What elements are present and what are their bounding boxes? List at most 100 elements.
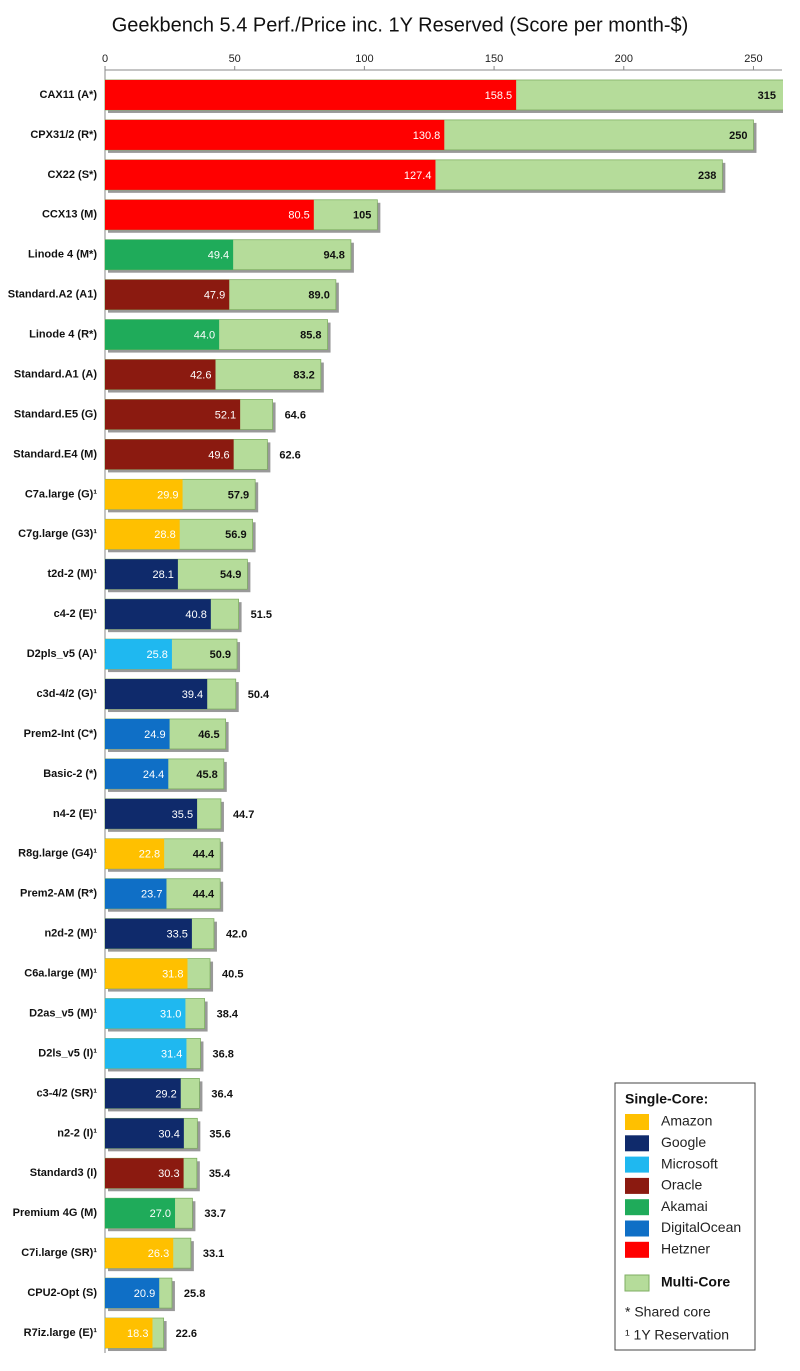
multi-core-label: 38.4 xyxy=(217,1008,239,1020)
single-core-label: 31.8 xyxy=(162,969,183,981)
single-core-label: 31.0 xyxy=(160,1008,181,1020)
single-core-label: 127.4 xyxy=(404,170,432,182)
multi-core-label: 33.1 xyxy=(203,1248,224,1260)
single-core-label: 31.4 xyxy=(161,1048,182,1060)
legend-swatch xyxy=(625,1114,649,1130)
legend-swatch xyxy=(625,1199,649,1216)
category-label: Standard3 (I) xyxy=(30,1167,98,1179)
single-core-bar xyxy=(105,838,165,869)
single-core-bar xyxy=(105,798,198,829)
single-core-label: 40.8 xyxy=(185,609,206,621)
category-label: C7g.large (G3)¹ xyxy=(18,528,97,540)
category-label: CX22 (S*) xyxy=(47,169,97,181)
category-label: C6a.large (M)¹ xyxy=(24,968,97,980)
multi-core-label: 40.5 xyxy=(222,969,243,981)
single-core-label: 49.6 xyxy=(208,449,229,461)
single-core-bar xyxy=(105,159,436,190)
single-core-bar xyxy=(105,119,445,150)
multi-core-label: 36.8 xyxy=(212,1048,233,1060)
category-label: R8g.large (G4)¹ xyxy=(18,848,97,860)
multi-core-label: 105 xyxy=(353,210,371,222)
multi-core-label: 50.4 xyxy=(248,689,270,701)
single-core-label: 130.8 xyxy=(413,130,441,142)
single-core-label: 18.3 xyxy=(127,1328,148,1340)
x-tick-label: 100 xyxy=(355,53,373,65)
single-core-label: 27.0 xyxy=(150,1208,171,1220)
single-core-label: 29.2 xyxy=(155,1088,176,1100)
multi-core-label: 62.6 xyxy=(279,449,300,461)
multi-core-label: 94.8 xyxy=(323,250,344,262)
single-core-bar xyxy=(105,1038,187,1069)
category-label: Linode 4 (R*) xyxy=(29,329,97,341)
category-label: Standard.A1 (A) xyxy=(14,368,97,380)
category-label: Prem2-Int (C*) xyxy=(24,728,98,740)
legend-label: Microsoft xyxy=(661,1155,718,1171)
single-core-bar xyxy=(105,1278,160,1309)
legend-swatch xyxy=(625,1177,649,1194)
category-label: t2d-2 (M)¹ xyxy=(48,568,98,580)
category-label: Linode 4 (M*) xyxy=(28,249,97,261)
multi-core-label: 46.5 xyxy=(198,729,219,741)
single-core-label: 47.9 xyxy=(204,290,225,302)
single-core-bar xyxy=(105,359,216,390)
category-label: Standard.E5 (G) xyxy=(14,408,97,420)
legend-label: Amazon xyxy=(661,1113,712,1129)
single-core-bar xyxy=(105,958,188,989)
single-core-label: 30.3 xyxy=(158,1168,179,1180)
single-core-label: 28.1 xyxy=(152,569,173,581)
single-core-label: 35.5 xyxy=(172,809,193,821)
legend-swatch xyxy=(624,1274,650,1292)
category-label: n2-2 (I)¹ xyxy=(57,1127,97,1139)
single-core-bar xyxy=(105,439,234,470)
category-label: D2as_v5 (M)¹ xyxy=(29,1007,97,1019)
multi-core-label: 315 xyxy=(758,90,776,102)
category-label: Standard.A2 (A1) xyxy=(8,289,98,301)
single-core-label: 158.5 xyxy=(485,90,513,102)
plot-area xyxy=(104,79,783,1352)
multi-core-label: 50.9 xyxy=(210,649,231,661)
single-core-label: 52.1 xyxy=(215,409,236,421)
legend-swatch xyxy=(625,1241,649,1258)
legend-label: Akamai xyxy=(661,1198,708,1214)
single-core-label: 30.4 xyxy=(158,1128,179,1140)
single-core-label: 39.4 xyxy=(182,689,203,701)
category-label: C7a.large (G)¹ xyxy=(25,488,97,500)
single-core-bar xyxy=(105,679,208,710)
chart-title: Geekbench 5.4 Perf./Price inc. 1Y Reserv… xyxy=(112,14,689,36)
x-tick-label: 50 xyxy=(229,53,241,65)
single-core-bar xyxy=(105,79,517,110)
single-core-label: 20.9 xyxy=(134,1288,155,1300)
single-core-label: 44.0 xyxy=(194,330,215,342)
multi-core-label: 56.9 xyxy=(225,529,246,541)
single-core-bar xyxy=(105,998,186,1029)
multi-core-label: 238 xyxy=(698,170,716,182)
legend-title: Single-Core: xyxy=(625,1091,708,1107)
legend-label: Oracle xyxy=(661,1177,702,1193)
multi-core-label: 57.9 xyxy=(228,489,249,501)
legend-swatch xyxy=(625,1135,649,1152)
multi-core-label: 33.7 xyxy=(204,1208,225,1220)
single-core-label: 22.8 xyxy=(139,849,160,861)
single-core-bar xyxy=(105,878,167,909)
multi-core-label: 44.4 xyxy=(193,889,215,901)
single-core-bar xyxy=(105,918,192,949)
category-label: C7i.large (SR)¹ xyxy=(21,1247,97,1259)
category-label: Standard.E4 (M) xyxy=(13,448,97,460)
single-core-label: 49.4 xyxy=(208,250,229,262)
legend-swatch xyxy=(625,1156,649,1173)
single-core-bar xyxy=(105,199,314,230)
single-core-label: 23.7 xyxy=(141,889,162,901)
single-core-label: 29.9 xyxy=(157,489,178,501)
single-core-bar xyxy=(105,479,183,510)
single-core-bar xyxy=(105,758,169,789)
category-label: c4-2 (E)¹ xyxy=(54,608,98,620)
single-core-label: 80.5 xyxy=(288,210,309,222)
multi-core-label: 89.0 xyxy=(308,290,329,302)
legend-label: DigitalOcean xyxy=(661,1219,741,1235)
single-core-bar xyxy=(105,319,220,350)
category-label: D2ls_v5 (I)¹ xyxy=(38,1047,97,1059)
category-label: n2d-2 (M)¹ xyxy=(44,928,97,940)
single-core-bar xyxy=(105,279,230,310)
single-core-bar xyxy=(105,519,180,550)
multi-core-label: 44.7 xyxy=(233,809,254,821)
